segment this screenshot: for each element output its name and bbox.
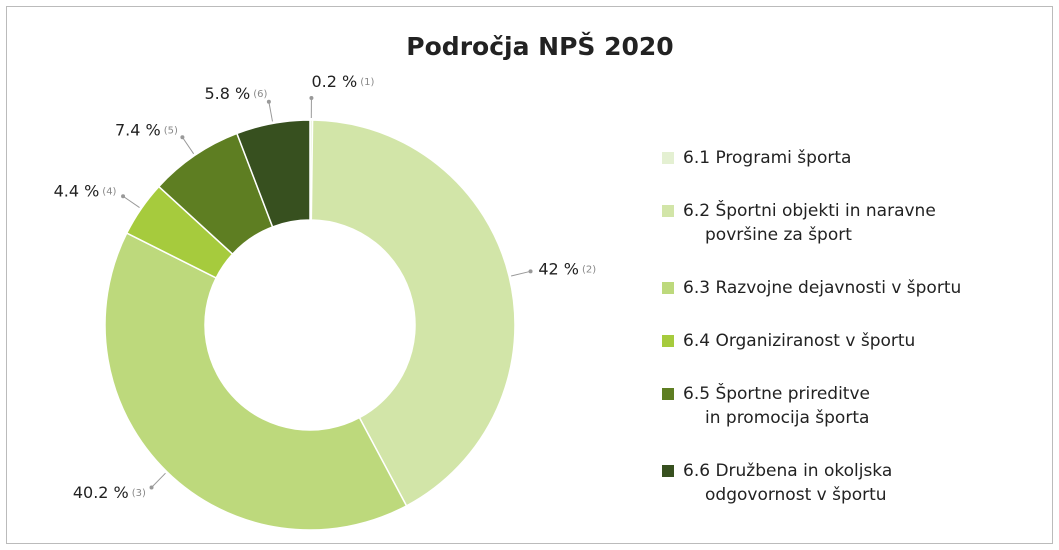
legend-label: 6.1 Programi športa <box>683 148 851 168</box>
legend-label: 6.6 Družbena in okoljska odgovornost v šp… <box>683 461 892 505</box>
donut-slice <box>310 119 516 507</box>
legend-swatch <box>662 282 674 294</box>
data-label-value: 7.4 % <box>115 120 161 139</box>
data-label: 40.2 % (3) <box>73 483 146 502</box>
leader-line <box>511 270 531 277</box>
data-label: 5.8 % (6) <box>205 83 268 102</box>
data-label-index: (5) <box>164 126 178 137</box>
leader-line <box>122 195 140 208</box>
chart-title: Področja NPŠ 2020 <box>406 31 673 61</box>
legend-label: 6.2 Športni objekti in naravne površine z… <box>683 199 936 245</box>
data-label-index: (2) <box>582 264 596 275</box>
data-label-index: (1) <box>360 77 374 88</box>
data-label: 4.4 % (4) <box>54 181 117 200</box>
legend-label: 6.4 Organiziranost v športu <box>683 331 915 351</box>
data-label: 0.2 % (1) <box>311 72 374 91</box>
leader-dot <box>180 135 185 140</box>
data-label-index: (3) <box>132 488 146 499</box>
data-label-value: 42 % <box>538 259 579 278</box>
donut-slice <box>104 232 408 531</box>
leader-line <box>151 472 166 488</box>
leader-line <box>181 136 195 155</box>
data-label: 7.4 % (5) <box>115 120 178 139</box>
legend-swatch <box>662 152 674 164</box>
legend-label: 6.3 Razvojne dejavnosti v športu <box>683 278 961 298</box>
legend-swatch <box>662 388 674 400</box>
donut-slice <box>235 119 311 228</box>
data-label-index: (4) <box>102 187 116 198</box>
legend-swatch <box>662 205 674 217</box>
leader-dot <box>266 99 271 104</box>
legend-swatch <box>662 335 674 347</box>
leader-line <box>268 101 273 122</box>
leader-dot <box>121 194 126 199</box>
legend-label: 6.5 Športne prireditve in promocija šport… <box>683 382 870 428</box>
leader-dot <box>149 485 154 490</box>
data-label-index: (6) <box>253 89 267 100</box>
leader-dot <box>309 96 314 101</box>
data-label: 42 % (2) <box>538 259 596 278</box>
leader-dot <box>528 269 533 274</box>
data-label-value: 40.2 % <box>73 483 129 502</box>
legend-swatch <box>662 465 674 477</box>
data-label-value: 0.2 % <box>311 72 357 91</box>
data-label-value: 5.8 % <box>205 83 251 102</box>
data-label-value: 4.4 % <box>54 181 100 200</box>
